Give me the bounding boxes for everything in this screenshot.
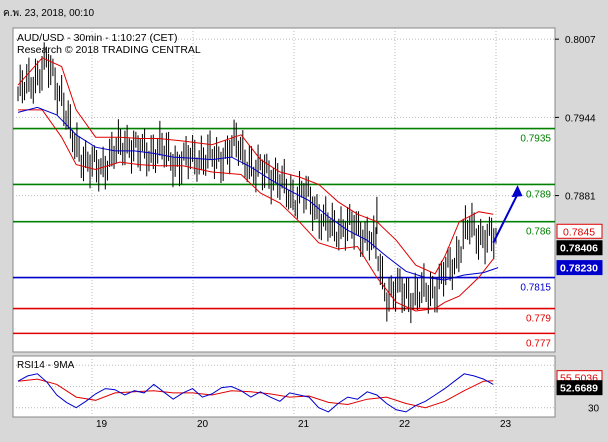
forecast-arrow-head — [511, 185, 523, 198]
y-tick-label: 0.8007 — [565, 35, 596, 46]
level-label: 0.779 — [526, 314, 551, 325]
level-label: 0.7935 — [520, 134, 551, 145]
level-label: 0.7815 — [520, 283, 551, 294]
rsi-label: RSI14 - 9MA — [17, 360, 75, 371]
price-tag: 0.78230 — [560, 263, 598, 275]
moving-average-line — [17, 106, 499, 281]
x-tick-label: 19 — [96, 419, 108, 430]
price-tag-box — [556, 240, 603, 256]
x-tick-label: 23 — [500, 419, 512, 430]
level-label: 0.786 — [526, 227, 551, 238]
rsi-ma-line — [17, 378, 494, 409]
y-tick-label: 0.7944 — [565, 113, 596, 124]
rsi-y-tick-label: 30 — [588, 404, 600, 415]
bollinger-upper — [17, 57, 494, 275]
y-tick-label: 0.7881 — [565, 192, 596, 203]
forecast-arrow-shaft — [492, 193, 519, 244]
x-tick-label: 20 — [197, 419, 209, 430]
level-label: 0.777 — [526, 338, 551, 349]
price-tag-box — [556, 223, 603, 239]
chart-subtitle: Research © 2018 TRADING CENTRAL — [17, 44, 201, 56]
price-tag: 0.7845 — [563, 226, 595, 238]
rsi-tag: 52.6689 — [560, 383, 598, 395]
x-tick-label: 22 — [399, 419, 411, 430]
level-label: 0.789 — [526, 189, 551, 200]
price-tag-box — [556, 260, 603, 276]
chart-title: AUD/USD - 30min - 1:10:27 (CET) — [17, 32, 177, 44]
price-tag: 0.78406 — [560, 243, 598, 255]
rsi-tag-box — [556, 380, 603, 396]
rsi-line — [17, 373, 494, 413]
x-tick-label: 21 — [298, 419, 310, 430]
timestamp: ค.พ. 23, 2018, 00:10 — [3, 8, 95, 19]
bollinger-lower — [18, 109, 494, 312]
